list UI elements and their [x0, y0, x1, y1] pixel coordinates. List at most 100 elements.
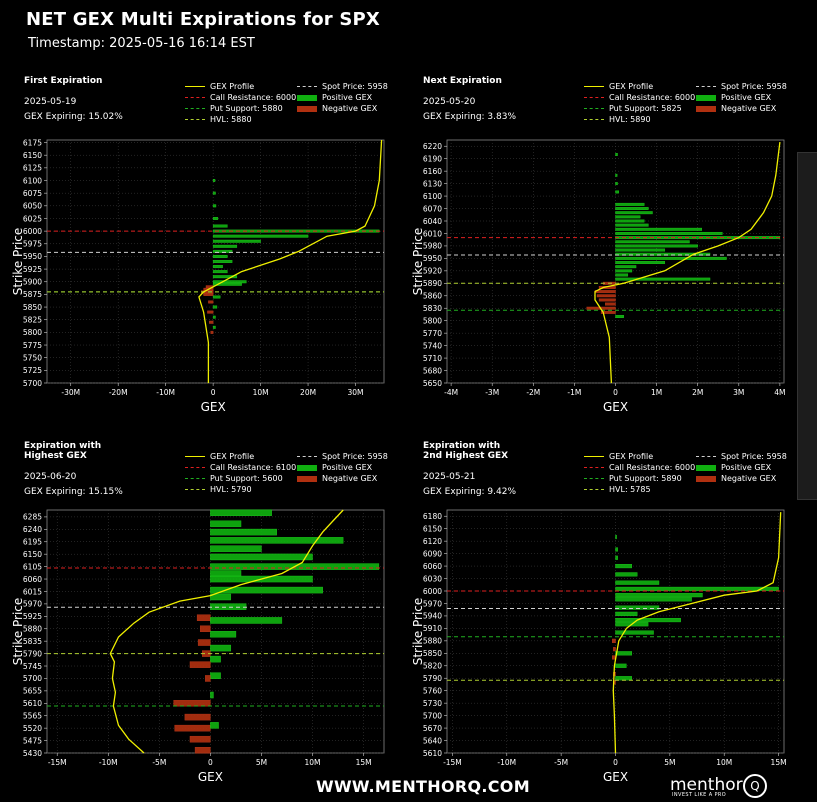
x-tick-label: 30M [348, 388, 364, 397]
positive-gex-bar [615, 240, 690, 244]
negative-gex-bar [196, 614, 211, 621]
x-axis-label: GEX [198, 770, 223, 784]
panel-1-title: First Expiration [24, 76, 103, 86]
x-tick-label: -10M [156, 388, 175, 397]
y-tick-label: 5710 [423, 354, 442, 363]
legend-spot: Spot Price: 5958 [322, 452, 388, 461]
y-tick-label: 6090 [423, 549, 442, 558]
positive-gex-bar [615, 611, 638, 616]
y-tick-label: 5975 [23, 240, 42, 249]
y-tick-label: 6025 [23, 214, 42, 223]
y-tick-label: 5875 [23, 290, 42, 299]
y-tick-label: 6220 [423, 142, 442, 151]
x-tick-label: 15M [356, 758, 372, 767]
y-tick-label: 6105 [23, 562, 42, 571]
negative-gex-bar [208, 300, 214, 304]
legend-spot: Spot Price: 5958 [721, 452, 787, 461]
legend-hvl: HVL: 5790 [210, 485, 252, 494]
positive-gex-bar [212, 179, 216, 182]
panel-2-header: Next Expiration 2025-05-20 GEX Expiring:… [423, 75, 516, 123]
panel-2-date: 2025-05-20 [423, 97, 476, 107]
y-tick-label: 5670 [423, 724, 442, 733]
y-tick-label: 6150 [23, 550, 42, 559]
y-tick-label: 5970 [23, 600, 42, 609]
panel-1-chart: 5700 5725 5750 5775 5800 5825 5850 5875 5900 5925… [11, 138, 385, 414]
y-tick-label: 5820 [423, 662, 442, 671]
legend-call-resistance: Call Resistance: 6000 [609, 93, 696, 102]
positive-gex-bar [212, 270, 228, 274]
y-tick-label: 5860 [423, 292, 442, 301]
positive-gex-bar [212, 275, 238, 279]
panel-4-title-line2: 2nd Highest GEX [423, 451, 509, 461]
positive-gex-bar [615, 153, 618, 156]
negative-gex-bar [189, 735, 211, 743]
positive-gex-bar [210, 520, 242, 528]
legend-profile: GEX Profile [210, 452, 255, 461]
brand-q-icon: Q [743, 774, 767, 798]
legend-positive: Positive GEX [721, 463, 772, 472]
y-tick-label: 6100 [423, 192, 442, 201]
footer-url[interactable]: WWW.MENTHORQ.COM [316, 777, 530, 796]
y-tick-label: 6040 [423, 217, 442, 226]
y-tick-label: 6000 [23, 227, 42, 236]
positive-gex-bar [210, 631, 237, 638]
y-tick-label: 5910 [423, 624, 442, 633]
legend-hvl: HVL: 5785 [609, 485, 651, 494]
y-tick-label: 5790 [23, 649, 42, 658]
y-tick-label: 5520 [23, 724, 42, 733]
positive-gex-bar [615, 252, 711, 256]
y-tick-label: 5730 [423, 699, 442, 708]
x-tick-label: 10M [253, 388, 269, 397]
positive-gex-bar [212, 254, 228, 258]
positive-gex-bar [210, 655, 221, 663]
y-tick-label: 5750 [23, 353, 42, 362]
positive-gex-bar [210, 722, 219, 729]
positive-gex-bar [210, 617, 283, 624]
x-tick-label: -4M [444, 388, 458, 397]
y-tick-label: 6060 [423, 562, 442, 571]
positive-gex-bar [615, 593, 703, 598]
y-tick-label: 5725 [23, 366, 42, 375]
positive-gex-bar [615, 630, 654, 635]
page-title: NET GEX Multi Expirations for SPX [26, 9, 380, 30]
y-tick-label: 6075 [23, 189, 42, 198]
x-axis-label: GEX [603, 400, 628, 414]
y-tick-label: 5610 [423, 749, 442, 758]
positive-gex-bar [210, 603, 247, 610]
panel-4-chart: 5610 5640 5670 5700 5730 5760 5790 5820 5850 5880… [411, 509, 787, 784]
y-tick-label: 6195 [23, 538, 42, 547]
x-tick-label: 0 [613, 758, 618, 767]
y-tick-label: 6000 [423, 587, 442, 596]
y-tick-label: 5940 [423, 612, 442, 621]
x-tick-label: 0 [211, 388, 216, 397]
y-tick-label: 5700 [23, 674, 42, 683]
legend-put-support: Put Support: 5880 [210, 104, 283, 113]
positive-gex-bar [615, 651, 633, 656]
y-tick-label: 5880 [23, 625, 42, 634]
negative-gex-bar [194, 747, 211, 754]
x-tick-label: -1M [567, 388, 581, 397]
positive-gex-bar [615, 534, 617, 540]
gex-profile-line [612, 512, 782, 754]
positive-gex-bar [615, 572, 638, 577]
x-tick-label: -10M [99, 758, 118, 767]
positive-gex-bar [615, 219, 645, 223]
positive-gex-bar [615, 207, 649, 210]
legend-put-support: Put Support: 5890 [609, 474, 682, 483]
negative-gex-bar [205, 675, 211, 682]
y-tick-label: 5745 [23, 662, 42, 671]
panel-1-legend: GEX Profile Call Resistance: 6000 Put Su… [185, 82, 388, 126]
x-tick-label: 10M [305, 758, 321, 767]
x-tick-label: -5M [152, 758, 166, 767]
panel-4-header: Expiration with 2nd Highest GEX 2025-05-… [423, 440, 516, 498]
x-tick-label: 0 [208, 758, 213, 767]
negative-gex-bar [612, 638, 616, 643]
y-tick-label: 6180 [423, 512, 442, 521]
positive-gex-bar [615, 663, 627, 668]
y-tick-label: 6030 [423, 574, 442, 583]
y-axis-label: Strike Price [411, 598, 425, 666]
x-tick-label: -15M [48, 758, 67, 767]
positive-gex-bar [615, 315, 624, 318]
positive-gex-bar [210, 509, 272, 516]
legend-profile: GEX Profile [609, 452, 654, 461]
